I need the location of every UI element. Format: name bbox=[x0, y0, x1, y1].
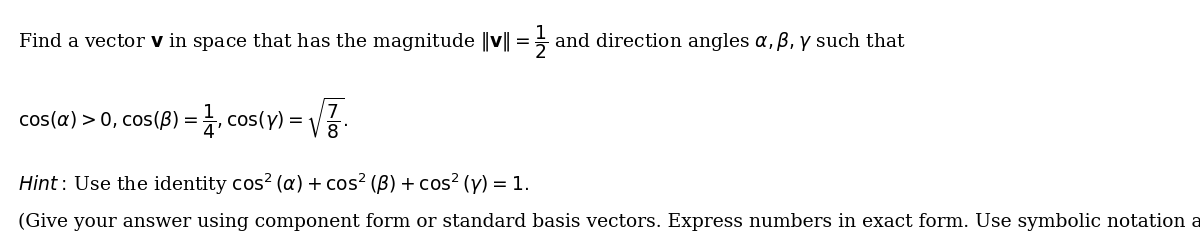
Text: $\mathit{Hint}$$\mathit{:}$: $\mathit{Hint}$$\mathit{:}$ bbox=[18, 175, 66, 194]
Text: $\cos(\alpha) > 0, \cos(\beta) = \dfrac{1}{4}, \cos(\gamma) = \sqrt{\dfrac{7}{8}: $\cos(\alpha) > 0, \cos(\beta) = \dfrac{… bbox=[18, 95, 349, 141]
Text: Find a vector $\mathbf{v}$ in space that has the magnitude $\|\mathbf{v}\| = \df: Find a vector $\mathbf{v}$ in space that… bbox=[18, 24, 906, 61]
Text: Use the identity $\cos^2(\alpha) + \cos^2(\beta) + \cos^2(\gamma) = 1.$: Use the identity $\cos^2(\alpha) + \cos^… bbox=[68, 171, 529, 197]
Text: (Give your answer using component form or standard basis vectors. Express number: (Give your answer using component form o… bbox=[18, 213, 1200, 231]
